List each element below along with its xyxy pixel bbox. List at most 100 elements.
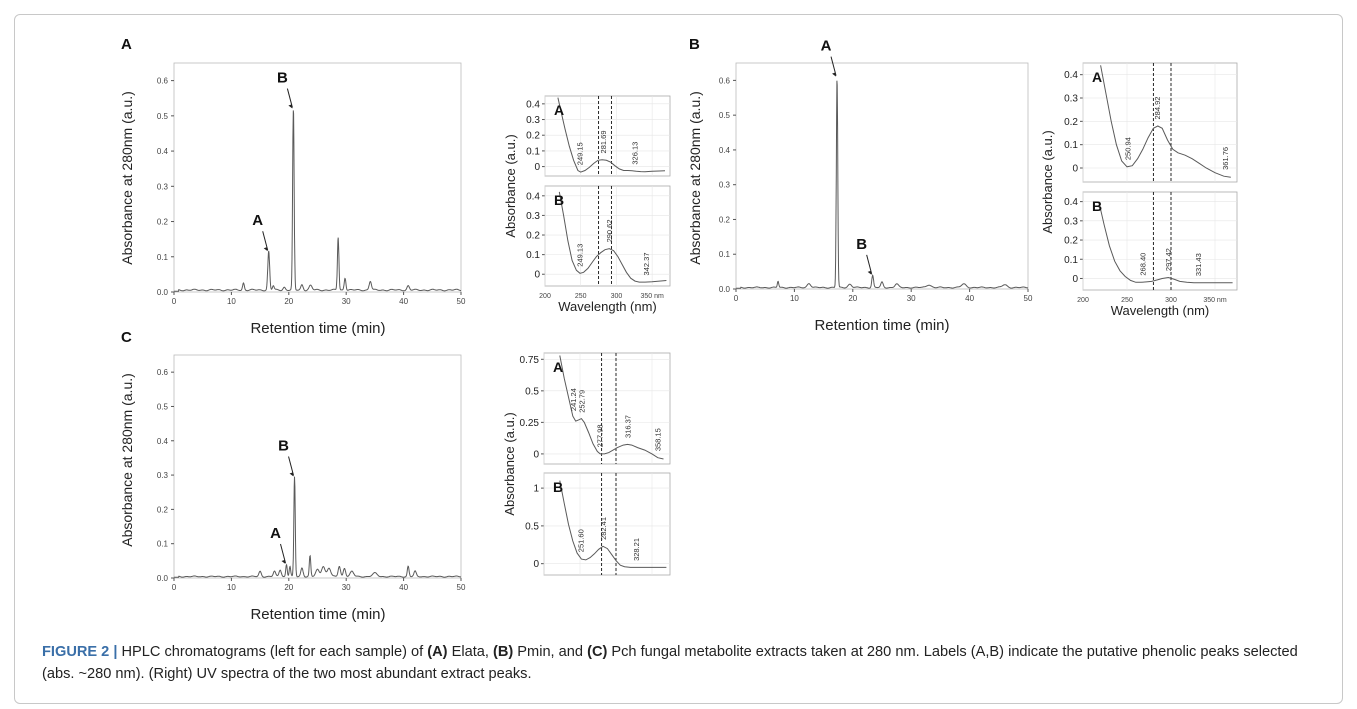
y-tick-label: 0.4 bbox=[157, 147, 169, 156]
spectrum-trace bbox=[1100, 65, 1231, 178]
y-tick-label: 0.1 bbox=[526, 146, 540, 157]
y-tick-label: 0.0 bbox=[719, 285, 731, 294]
chromatogram-trace bbox=[174, 476, 461, 578]
spectrum-peak-letter: B bbox=[553, 479, 563, 495]
y-tick-label: 0.4 bbox=[526, 191, 540, 202]
y-tick-label: 0.5 bbox=[525, 386, 539, 397]
x-tick-label: 0 bbox=[734, 294, 739, 303]
y-tick-label: 0.4 bbox=[1064, 70, 1078, 81]
y-tick-label: 0.4 bbox=[526, 99, 540, 110]
caption-bold-2: (B) bbox=[492, 644, 514, 660]
y-tick-label: 0.2 bbox=[526, 231, 540, 242]
arrow-head bbox=[263, 247, 268, 252]
x-tick-label: 20 bbox=[848, 294, 857, 303]
y-tick-label: 0.1 bbox=[1064, 140, 1078, 151]
y-axis-label: Absorbance at 280nm (a.u.) bbox=[687, 91, 703, 265]
x-tick-label: 30 bbox=[907, 294, 916, 303]
y-tick-label: 0.5 bbox=[157, 112, 169, 121]
y-tick-label: 0.4 bbox=[719, 146, 731, 155]
x-tick-label: 10 bbox=[227, 297, 236, 306]
spectrum-frame bbox=[1082, 191, 1238, 291]
peak-wavelength-label: 316.37 bbox=[623, 415, 632, 438]
x-tick-label: 250 bbox=[1121, 297, 1133, 304]
y-tick-label: 0.25 bbox=[520, 418, 540, 429]
y-tick-label: 0 bbox=[534, 270, 540, 281]
x-tick-label: 50 bbox=[1024, 294, 1033, 303]
peak-wavelength-label: 268.40 bbox=[1139, 253, 1148, 276]
y-tick-label: 0.5 bbox=[719, 111, 731, 120]
x-tick-label: 30 bbox=[342, 297, 351, 306]
y-tick-label: 0.2 bbox=[526, 131, 540, 142]
caption-bold-1: (A) bbox=[427, 644, 448, 660]
peak-annotation-label: B bbox=[278, 438, 289, 455]
caption-text-2: Elata, bbox=[447, 644, 493, 660]
peak-annotation-label: A bbox=[821, 38, 832, 55]
panel-letter-a: A bbox=[121, 36, 132, 53]
peak-wavelength-label: 277.98 bbox=[596, 424, 605, 447]
y-tick-label: 0.1 bbox=[719, 250, 731, 259]
y-tick-label: 0.3 bbox=[1064, 216, 1078, 227]
x-tick-label: 350 nm bbox=[1203, 297, 1227, 304]
x-tick-label: 200 bbox=[1077, 297, 1089, 304]
y-axis-label: Absorbance at 280nm (a.u.) bbox=[119, 373, 135, 547]
peak-wavelength-label: 249.15 bbox=[576, 142, 585, 165]
x-tick-label: 30 bbox=[342, 583, 351, 592]
spectrum-peak-letter: B bbox=[554, 192, 564, 208]
chromatogram-a: 0.0 0.1 0.2 0.3 0.4 0.5 0.6 0 10 20 30 40 50 Retentio… bbox=[119, 62, 466, 337]
x-tick-label: 50 bbox=[457, 583, 466, 592]
arrow-head bbox=[288, 104, 293, 109]
arrow-head bbox=[867, 270, 872, 275]
annotation-arrow bbox=[280, 543, 286, 564]
peak-wavelength-label: 281.69 bbox=[599, 130, 608, 153]
y-tick-label: 0 bbox=[533, 449, 539, 460]
figure-canvas: A B C 0.00.10.20.30.40.50.60 10 20 30 40 50Re… bbox=[119, 36, 1238, 623]
x-tick-label: 10 bbox=[790, 294, 799, 303]
y-tick-label: 0.75 bbox=[520, 355, 540, 366]
spectrum-peak-letter: A bbox=[1092, 69, 1102, 85]
y-tick-label: 0.5 bbox=[525, 521, 539, 532]
arrow-head bbox=[832, 72, 837, 77]
x-tick-label: 40 bbox=[965, 294, 974, 303]
peak-wavelength-label: 328.21 bbox=[632, 538, 641, 561]
peak-wavelength-label: 284.92 bbox=[1153, 97, 1162, 120]
y-tick-label: 1 bbox=[533, 484, 539, 495]
caption-bold-3: (C) bbox=[587, 644, 608, 660]
uv-spectrum-b-a: 0 0.1 0.2 0.3 0.4 Absorbance (a.u.) 250.94 284.… bbox=[1040, 62, 1238, 234]
y-tick-label: 0 bbox=[1072, 164, 1078, 175]
peak-annotation-label: B bbox=[856, 236, 867, 253]
charts-layer: 0.00.10.20.30.40.50.60 10 20 30 40 50Retentio… bbox=[119, 38, 1238, 623]
y-tick-label: 0.4 bbox=[1064, 197, 1078, 208]
spectrum-frame bbox=[1082, 62, 1238, 183]
peak-wavelength-label: 252.79 bbox=[578, 390, 587, 413]
x-tick-label: 20 bbox=[284, 583, 293, 592]
y-tick-label: 0.6 bbox=[157, 77, 169, 86]
x-tick-label: 300 bbox=[1165, 297, 1177, 304]
uv-spectrum-c-a: 0 0.25 0.5 0.75 Absorbance (a.u.) 241.24 252.7… bbox=[502, 352, 671, 516]
spectrum-frame bbox=[543, 472, 671, 576]
chromatogram-trace bbox=[174, 110, 461, 292]
peak-annotation-label: B bbox=[277, 70, 288, 87]
panel-letter-b: B bbox=[689, 36, 700, 53]
plot-frame bbox=[735, 62, 1029, 290]
chromatogram-b: 0.0 0.1 0.2 0.3 0.4 0.5 0.6 0 10 20 30 40 50 Retentio… bbox=[687, 38, 1033, 334]
y-tick-label: 0.3 bbox=[1064, 94, 1078, 105]
y-tick-label: 0.1 bbox=[526, 250, 540, 261]
x-axis-label: Retention time (min) bbox=[814, 317, 949, 334]
y-tick-label: 0.5 bbox=[157, 402, 169, 411]
x-axis-label: Retention time (min) bbox=[250, 320, 385, 337]
spectrum-trace bbox=[558, 191, 667, 283]
y-axis-label: Absorbance (a.u.) bbox=[503, 134, 518, 237]
spectrum-frame bbox=[544, 95, 671, 177]
peak-wavelength-label: 249.13 bbox=[576, 244, 585, 267]
annotation-arrow bbox=[288, 456, 295, 476]
x-axis-label: Retention time (min) bbox=[250, 606, 385, 623]
peak-wavelength-label: 331.43 bbox=[1194, 253, 1203, 276]
annotation-arrow bbox=[286, 88, 293, 108]
y-tick-label: 0.0 bbox=[157, 288, 169, 297]
peak-wavelength-label: 241.24 bbox=[569, 388, 578, 411]
arrow-head bbox=[289, 472, 294, 477]
y-tick-label: 0.2 bbox=[1064, 236, 1078, 247]
y-axis-label: Absorbance at 280nm (a.u.) bbox=[119, 91, 135, 265]
spectrum-trace bbox=[559, 480, 667, 568]
peak-wavelength-label: 282.41 bbox=[599, 517, 608, 540]
